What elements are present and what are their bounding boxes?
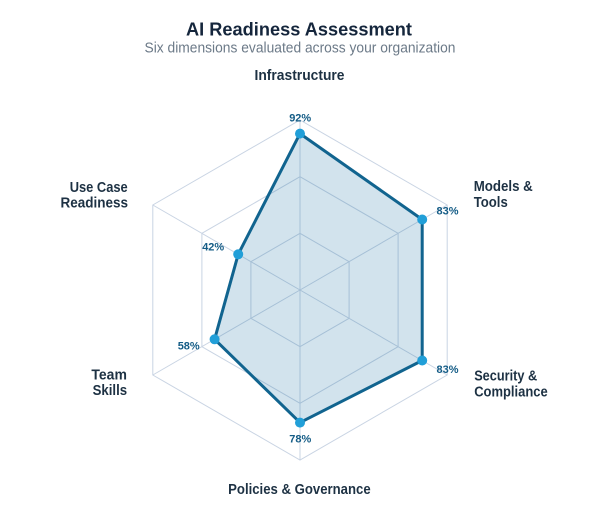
svg-text:58%: 58% [178,340,200,352]
svg-text:Security &: Security & [474,368,537,384]
svg-text:Models &: Models & [474,179,533,195]
svg-text:42%: 42% [202,241,224,253]
svg-text:83%: 83% [437,364,459,376]
svg-text:AI Readiness Assessment: AI Readiness Assessment [186,19,412,40]
svg-text:Skills: Skills [93,383,128,399]
svg-text:Use Case: Use Case [70,180,128,196]
svg-text:Team: Team [91,367,127,383]
svg-text:Six dimensions evaluated acros: Six dimensions evaluated across your org… [145,41,456,57]
svg-text:Compliance: Compliance [474,384,548,400]
svg-text:Tools: Tools [474,195,508,211]
svg-text:Readiness: Readiness [61,196,129,212]
svg-text:83%: 83% [437,205,459,217]
svg-text:Policies & Governance: Policies & Governance [228,482,371,498]
svg-text:78%: 78% [289,434,311,446]
svg-text:Infrastructure: Infrastructure [255,68,345,84]
svg-text:92%: 92% [289,112,311,124]
